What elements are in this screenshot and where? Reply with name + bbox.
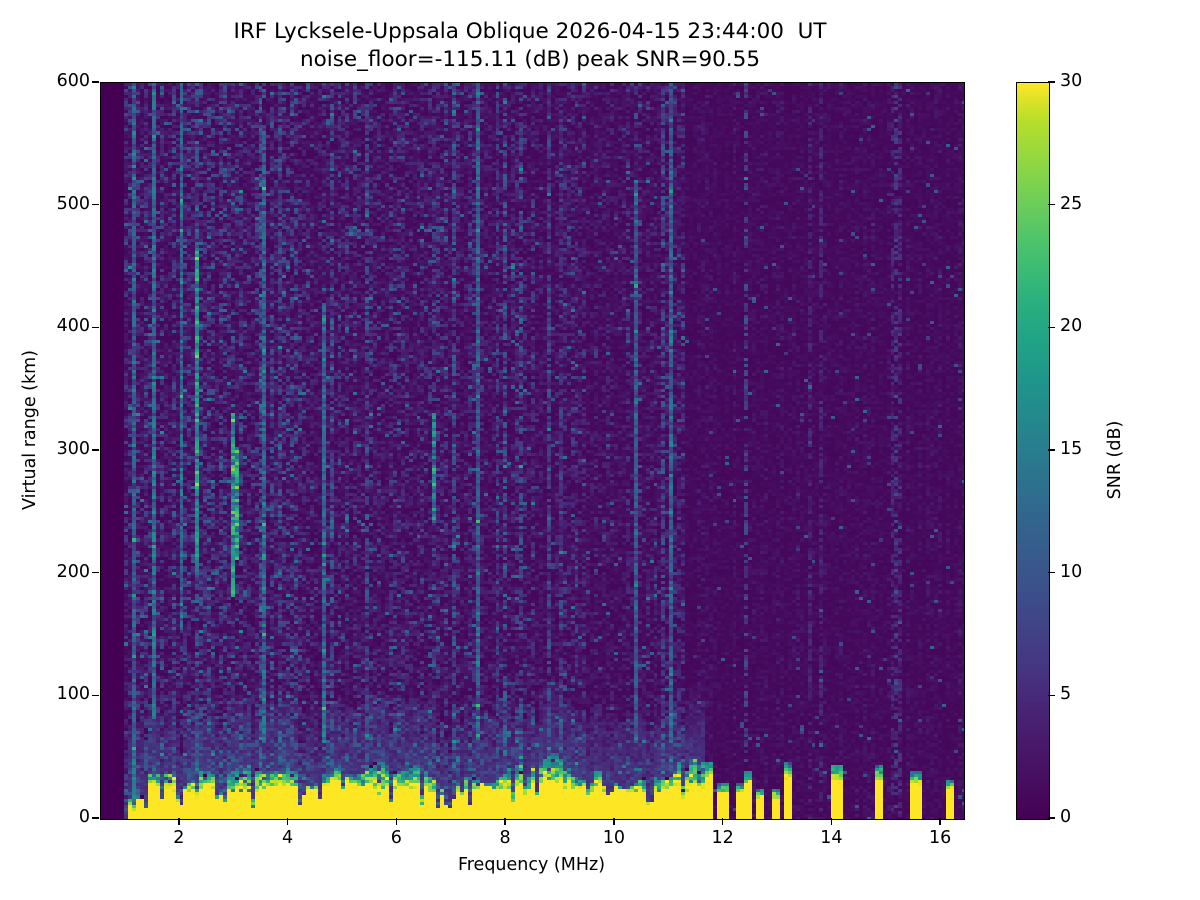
y-tick-label: 200	[56, 561, 90, 582]
colorbar[interactable]	[1016, 82, 1050, 820]
colorbar-tick-label: 15	[1060, 439, 1083, 459]
colorbar-tick-label: 20	[1060, 316, 1083, 337]
y-tick-mark	[92, 203, 99, 206]
y-tick-label: 0	[78, 807, 90, 827]
x-tick-label: 10	[602, 828, 626, 848]
colorbar-tick-label: 10	[1060, 561, 1083, 582]
ionogram-heatmap	[101, 83, 964, 819]
x-tick-mark	[721, 818, 724, 825]
y-axis-label: Virtual range (km)	[20, 349, 40, 511]
x-tick-mark	[939, 818, 941, 825]
x-tick-mark	[504, 818, 506, 825]
colorbar-tick-mark	[1048, 81, 1055, 83]
colorbar-tick-label: 25	[1060, 193, 1083, 214]
x-tick-mark	[178, 818, 180, 825]
y-tick-mark	[92, 326, 99, 329]
colorbar-tick-mark	[1048, 326, 1055, 329]
x-tick-label: 12	[711, 828, 734, 848]
colorbar-tick-label: 30	[1060, 71, 1083, 91]
x-tick-label: 4	[282, 828, 294, 848]
title-line-2: noise_floor=-115.11 (dB) peak SNR=90.55	[299, 46, 761, 72]
x-tick-mark	[613, 818, 615, 825]
y-tick-mark	[92, 571, 99, 574]
colorbar-tick-mark	[1048, 694, 1055, 697]
ionogram-plot-area[interactable]	[100, 82, 965, 820]
y-tick-mark	[92, 817, 99, 819]
x-axis-label: Frequency (MHz)	[457, 855, 606, 875]
colorbar-tick-mark	[1048, 203, 1055, 206]
figure-title: IRF Lycksele-Uppsala Oblique 2026-04-15 …	[0, 18, 1060, 73]
y-tick-mark	[92, 449, 99, 451]
y-tick-label: 100	[56, 684, 90, 705]
x-tick-mark	[830, 818, 833, 825]
x-tick-label: 14	[820, 828, 843, 848]
y-tick-label: 400	[56, 316, 90, 337]
x-tick-label: 8	[499, 828, 511, 848]
colorbar-tick-label: 5	[1060, 684, 1072, 705]
x-tick-label: 2	[173, 828, 185, 848]
colorbar-tick-mark	[1048, 449, 1055, 451]
y-tick-mark	[92, 694, 99, 697]
colorbar-tick-mark	[1048, 817, 1055, 819]
x-tick-label: 6	[390, 828, 402, 848]
colorbar-tick-mark	[1048, 571, 1055, 574]
title-line-1: IRF Lycksele-Uppsala Oblique 2026-04-15 …	[233, 19, 827, 44]
colorbar-tick-label: 0	[1060, 807, 1072, 827]
x-tick-label: 16	[929, 828, 952, 848]
x-tick-mark	[395, 818, 398, 825]
x-tick-mark	[286, 818, 289, 825]
y-tick-label: 300	[56, 439, 90, 459]
y-tick-label: 600	[56, 71, 90, 91]
y-tick-mark	[92, 81, 99, 83]
y-tick-label: 500	[56, 193, 90, 214]
colorbar-label: SNR (dB)	[1105, 420, 1125, 500]
